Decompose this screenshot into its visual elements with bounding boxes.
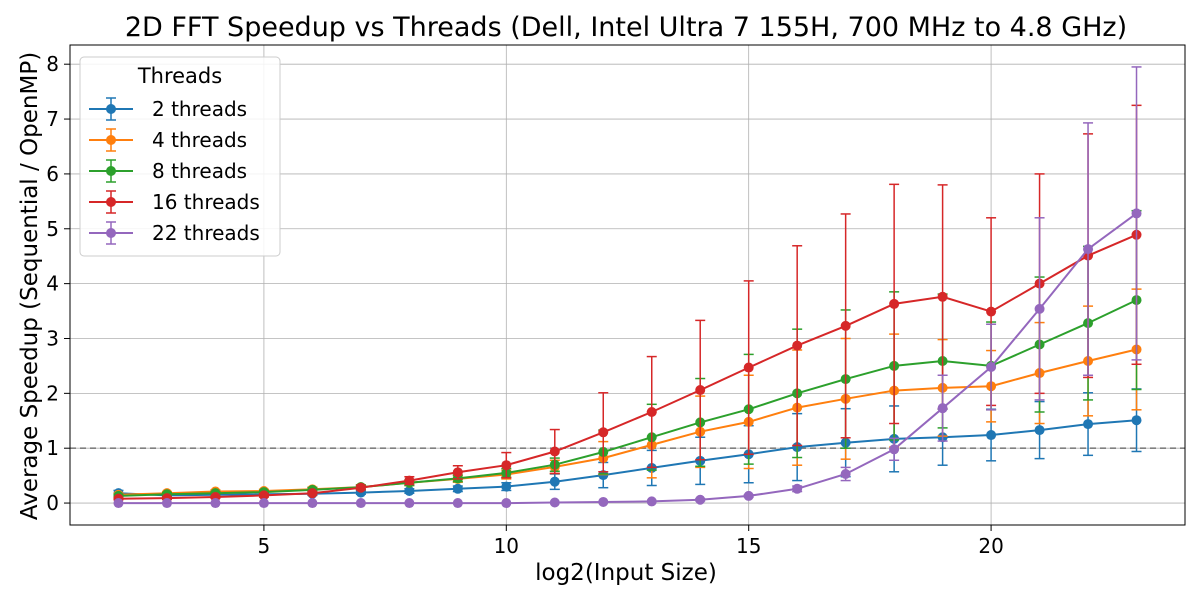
y-tick-label: 6 [46, 162, 59, 186]
data-point [695, 385, 706, 396]
axis-ticks: 5 10 15 20 0 1 2 3 4 5 6 7 8 [46, 52, 1004, 558]
data-point [501, 498, 512, 509]
legend: Threads 2 threads 4 threads 8 threads 16 th… [79, 56, 281, 257]
data-point [986, 362, 997, 373]
data-point [307, 498, 318, 509]
data-point [452, 467, 463, 478]
y-tick-label: 5 [46, 217, 59, 241]
legend-marker [106, 166, 116, 176]
series-lines [113, 66, 1142, 509]
data-point [646, 406, 657, 417]
data-point [840, 320, 851, 331]
data-point [695, 494, 706, 505]
legend-marker [106, 197, 116, 207]
data-point [355, 498, 366, 509]
data-point [404, 498, 415, 509]
y-tick-label: 4 [46, 272, 59, 296]
y-axis-label: Average Speedup (Sequential / OpenMP) [17, 52, 43, 520]
legend-label: 2 threads [152, 97, 247, 121]
data-point [161, 498, 172, 509]
data-point [210, 498, 221, 509]
legend-box [79, 56, 281, 257]
data-point [307, 488, 318, 499]
data-point [258, 498, 269, 509]
data-point [1034, 425, 1045, 436]
data-point [549, 476, 560, 487]
data-point [549, 497, 560, 508]
plot-frame [69, 44, 1186, 526]
data-point [549, 446, 560, 457]
data-point [404, 475, 415, 486]
data-point [986, 430, 997, 441]
data-point [889, 444, 900, 455]
data-point [743, 490, 754, 501]
data-point [1083, 419, 1094, 430]
data-point [113, 498, 124, 509]
data-point [501, 460, 512, 471]
data-point [1034, 303, 1045, 314]
data-point [792, 483, 803, 494]
legend-title: Threads [137, 64, 222, 88]
data-point [937, 291, 948, 302]
legend-label: 4 threads [152, 128, 247, 152]
data-point [501, 481, 512, 492]
data-point [646, 496, 657, 507]
data-point [889, 298, 900, 309]
y-tick-label: 1 [46, 436, 59, 460]
series-line [118, 419, 1137, 497]
x-tick-label: 5 [258, 534, 271, 558]
x-axis-label: log2(Input Size) [535, 560, 717, 586]
data-point [840, 468, 851, 479]
data-point [598, 496, 609, 507]
data-point [986, 306, 997, 317]
legend-label: 16 threads [152, 190, 260, 214]
series-5 [113, 66, 1142, 509]
series-line [118, 233, 1137, 500]
data-point [452, 483, 463, 494]
data-point [937, 403, 948, 414]
series-line [118, 212, 1138, 505]
x-tick-label: 20 [978, 534, 1003, 558]
data-point [1131, 415, 1142, 426]
data-point [598, 427, 609, 438]
x-tick-label: 15 [736, 534, 761, 558]
data-point [452, 498, 463, 509]
legend-marker [106, 104, 116, 114]
data-point [355, 482, 366, 493]
y-tick-label: 2 [46, 381, 59, 405]
series-2 [113, 288, 1142, 500]
y-tick-label: 3 [46, 326, 59, 350]
data-point [792, 340, 803, 351]
y-tick-label: 7 [46, 107, 59, 131]
x-tick-label: 10 [494, 534, 519, 558]
data-point [1131, 208, 1142, 219]
data-point [1083, 244, 1094, 255]
data-point [404, 485, 415, 496]
legend-label: 22 threads [152, 221, 260, 245]
chart-title: 2D FFT Speedup vs Threads (Dell, Intel U… [125, 12, 1127, 43]
legend-marker [106, 228, 116, 238]
y-tick-label: 8 [46, 52, 59, 76]
legend-label: 8 threads [152, 159, 247, 183]
data-point [258, 490, 269, 501]
y-tick-label: 0 [46, 491, 59, 515]
series-line [118, 299, 1137, 497]
data-point [743, 362, 754, 373]
legend-marker [106, 135, 116, 145]
